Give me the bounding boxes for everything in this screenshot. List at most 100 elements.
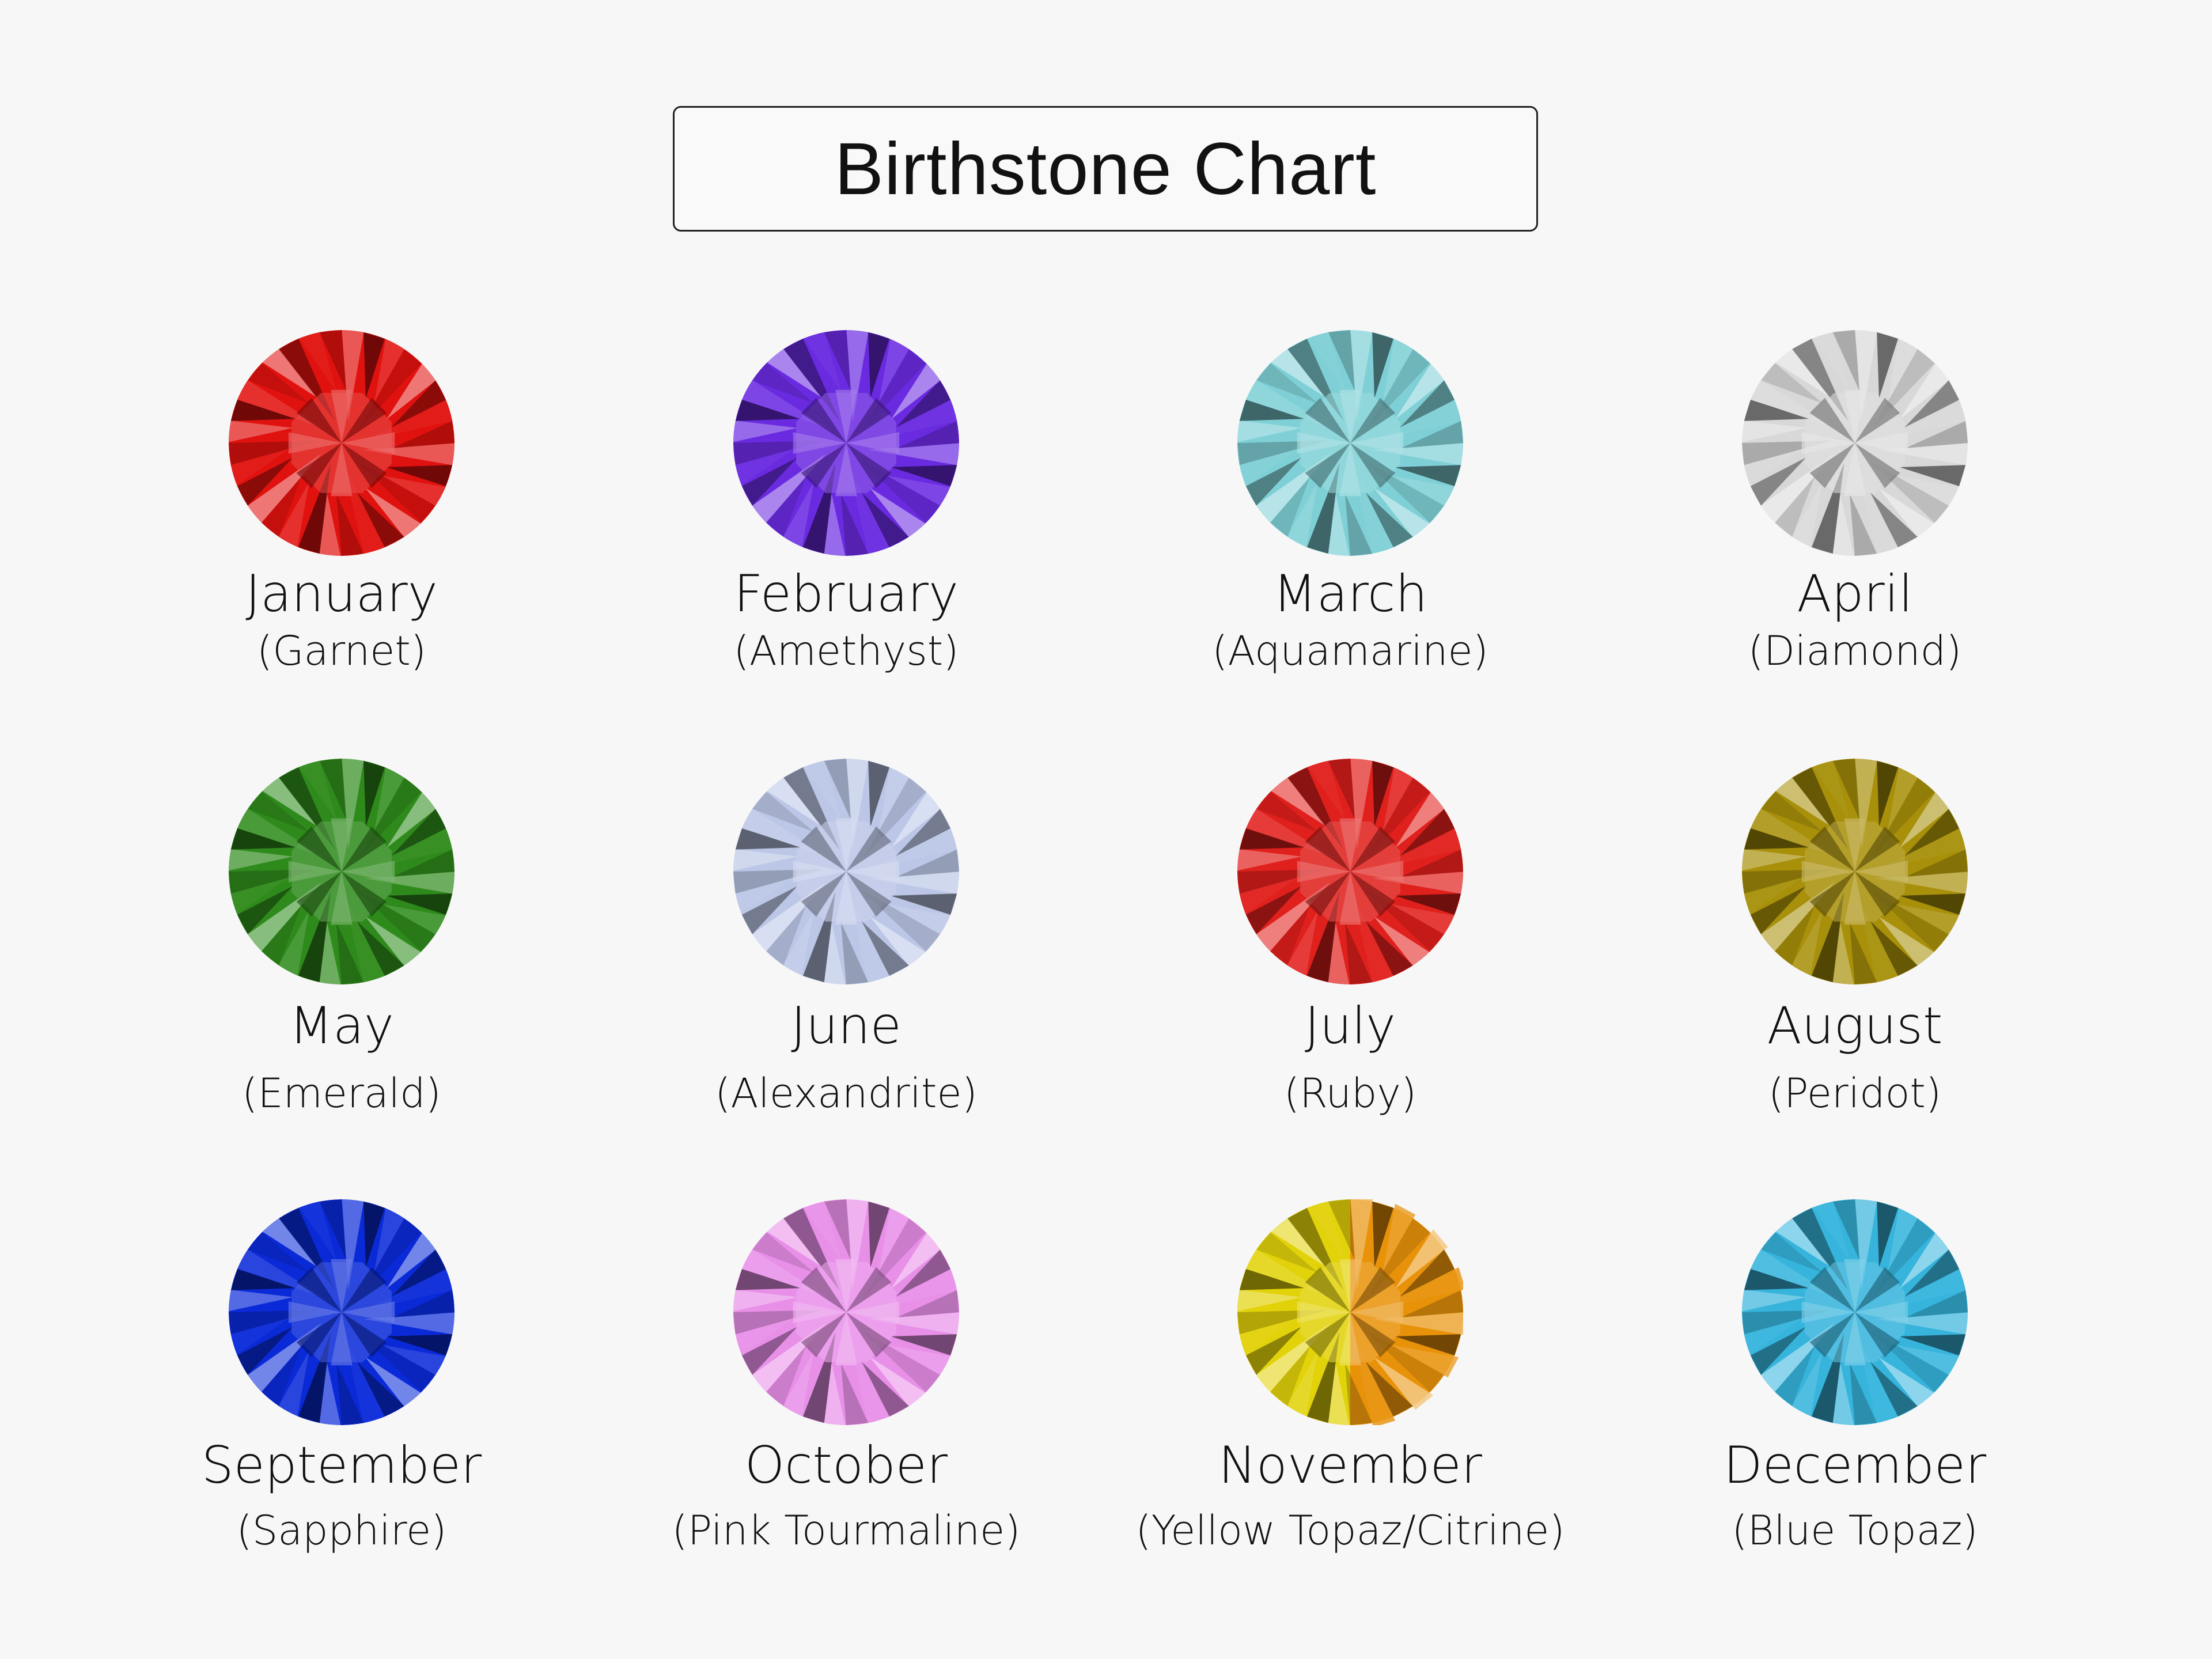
gem-star-facet <box>1809 443 1855 488</box>
gemstone-image <box>733 759 959 984</box>
gem-facet <box>735 828 802 850</box>
gem-facet <box>229 1317 291 1358</box>
gem-facet <box>733 420 798 443</box>
gem-facet <box>752 1232 815 1273</box>
gem-facet <box>891 788 944 848</box>
gem-facet <box>386 465 453 487</box>
month-label: November <box>1218 1435 1482 1495</box>
gem-facet <box>861 1361 909 1417</box>
gem-facet <box>1849 493 1877 556</box>
gem-star-facet <box>793 1301 846 1323</box>
gem-facet <box>1887 1203 1921 1274</box>
gem-facet <box>824 330 852 393</box>
gem-facet <box>763 1214 823 1267</box>
gem-facet <box>374 334 407 404</box>
gem-facet <box>735 1268 802 1290</box>
gem-facet <box>766 475 807 537</box>
gem-facet <box>365 916 425 969</box>
gem-facet <box>237 457 293 506</box>
gem-facet <box>1900 1229 1953 1289</box>
gem-star-facet <box>296 397 342 443</box>
gem-star-facet <box>1305 1267 1350 1312</box>
gem-facet <box>1905 1290 1968 1318</box>
gem-facet <box>891 893 957 915</box>
month-label: June <box>791 996 902 1055</box>
gem-star-facet <box>1339 389 1361 443</box>
stone-label: (Diamond) <box>1748 627 1962 675</box>
gem-star-facet <box>1305 1312 1350 1358</box>
gem-facet <box>1899 465 1966 487</box>
gem-facet <box>319 330 347 393</box>
gem-star-facet <box>1855 826 1900 872</box>
gem-facet <box>1237 448 1300 488</box>
gem-star-facet <box>846 1267 892 1312</box>
gem-facet <box>1899 1334 1966 1356</box>
gem-star-facet <box>1305 397 1350 443</box>
gem-facet <box>380 904 450 937</box>
gem-facet <box>1395 788 1448 848</box>
gem-star-facet <box>846 443 892 488</box>
gem-star-facet <box>793 432 846 454</box>
gem-facet <box>1270 903 1311 965</box>
gem-star-facet <box>1855 443 1900 488</box>
gem-facet <box>1775 475 1816 537</box>
gem-facet <box>733 1289 798 1312</box>
gem-facet <box>262 475 302 537</box>
gem-facet <box>1899 893 1966 915</box>
gem-star-facet <box>1350 861 1404 882</box>
gem-facet <box>878 763 912 833</box>
gem-facet <box>1344 493 1373 556</box>
gem-facet <box>1395 359 1448 419</box>
gem-star-facet <box>801 397 846 443</box>
gem-star-facet <box>835 389 857 443</box>
gem-facet <box>824 1199 852 1262</box>
month-label: March <box>1272 564 1428 623</box>
gem-star-facet <box>1350 397 1396 443</box>
gem-facet <box>1742 876 1805 917</box>
gem-facet <box>319 1199 347 1262</box>
month-label: July <box>1304 996 1396 1055</box>
stone-label: (Aquamarine) <box>1212 627 1488 675</box>
gem-facet <box>248 791 310 832</box>
gem-facet <box>1399 380 1455 429</box>
gemstone-image <box>1742 1199 1968 1425</box>
gem-facet <box>1395 465 1461 487</box>
gem-facet <box>895 380 951 429</box>
month-label: August <box>1767 996 1943 1055</box>
gem-facet <box>1775 903 1816 965</box>
gem-star-facet <box>1305 826 1350 872</box>
gem-star-facet <box>1844 818 1866 872</box>
gem-star-facet <box>1350 1301 1404 1323</box>
gem-facet <box>752 363 815 404</box>
gem-facet <box>891 359 944 419</box>
gem-star-facet <box>846 1312 892 1358</box>
gem-star-facet <box>835 872 857 925</box>
gem-facet <box>1809 330 1850 393</box>
gem-facet <box>1742 1289 1806 1312</box>
gem-facet <box>390 380 446 429</box>
gem-facet <box>885 1344 955 1378</box>
gem-facet <box>1809 1199 1850 1262</box>
gem-facet <box>374 1203 407 1274</box>
gem-facet <box>891 1334 957 1356</box>
gem-facet <box>1256 791 1319 832</box>
gem-facet <box>1905 421 1968 449</box>
gem-facet <box>870 916 930 969</box>
gem-star-facet <box>846 826 892 872</box>
month-label: April <box>1797 564 1913 623</box>
gem-facet <box>1270 475 1311 537</box>
gem-facet <box>1399 1249 1455 1298</box>
gem-facet <box>1239 399 1306 421</box>
gem-facet <box>1400 849 1463 877</box>
gem-star-facet <box>1350 1312 1396 1358</box>
gem-star-facet <box>1350 826 1396 872</box>
gem-facet <box>840 1362 869 1425</box>
gem-facet <box>735 399 802 421</box>
stone-label: (Pink Tourmaline) <box>672 1507 1021 1554</box>
gem-facet <box>1744 1268 1810 1290</box>
gem-star-facet <box>288 861 342 882</box>
gem-facet <box>885 904 955 937</box>
gem-star-facet <box>331 1259 353 1312</box>
title-box: Birthstone Chart <box>673 106 1538 232</box>
gem-facet <box>1905 849 1968 877</box>
